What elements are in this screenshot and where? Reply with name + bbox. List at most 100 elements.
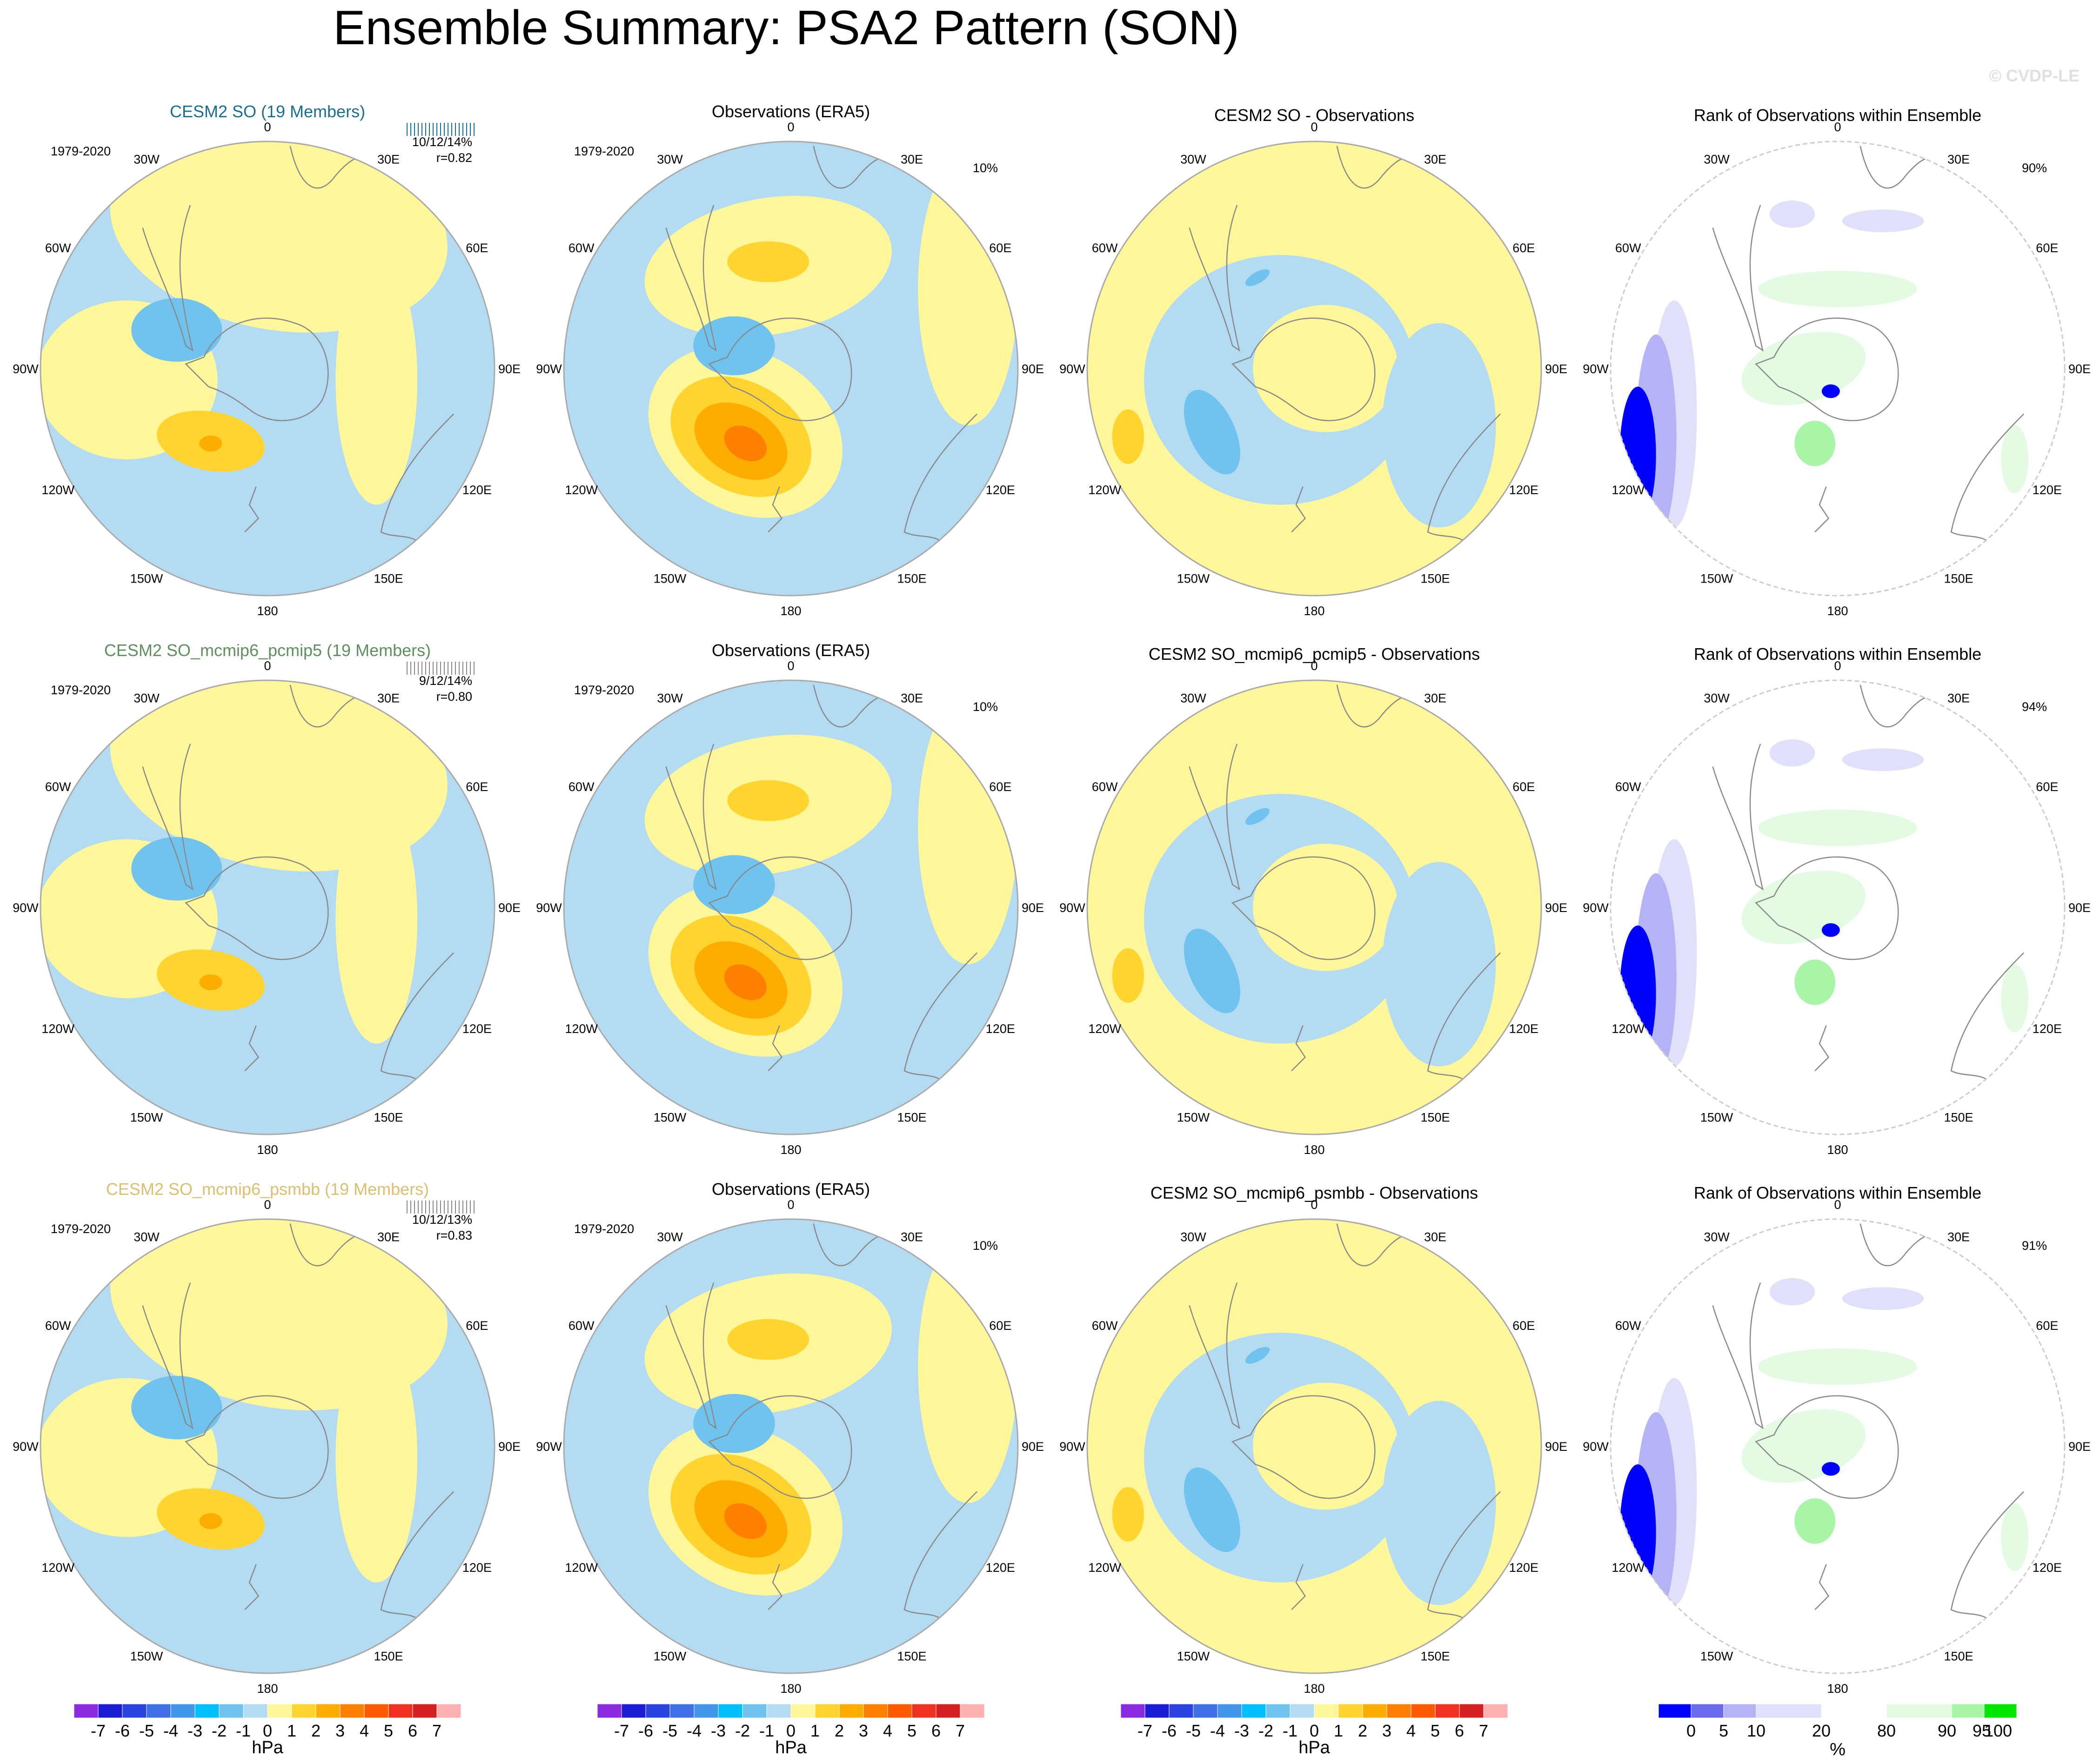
new-zealand-coastline bbox=[768, 1025, 783, 1072]
obs-field-contour bbox=[724, 964, 767, 1000]
colorbar-swatch bbox=[364, 1703, 389, 1718]
watermark: © CVDP-LE bbox=[1989, 66, 2080, 85]
rank-colorbar-tick-label: 100 bbox=[1984, 1721, 2012, 1740]
map-boundary bbox=[1086, 1218, 1542, 1674]
longitude-label: 0 bbox=[1834, 1198, 1841, 1212]
obs-field-contour bbox=[727, 241, 809, 282]
colorbar-tick-label: -4 bbox=[687, 1721, 702, 1740]
longitude-label: 60W bbox=[1092, 780, 1118, 794]
longitude-label: 90E bbox=[498, 1440, 521, 1454]
longitude-label: 120W bbox=[565, 483, 598, 497]
colorbar-swatch bbox=[1169, 1703, 1194, 1718]
diff-field-contour bbox=[1382, 323, 1496, 528]
ensemble-rank-ticks bbox=[407, 662, 475, 675]
obs-panel-title: Observations (ERA5) bbox=[712, 1180, 870, 1199]
south-america-coastline bbox=[142, 744, 194, 891]
model-field-contour bbox=[335, 1333, 418, 1583]
rank-panel-title: Rank of Observations within Ensemble bbox=[1694, 644, 1981, 664]
rank-region bbox=[1842, 1287, 1924, 1310]
rank-colorbar-tick-label: 80 bbox=[1877, 1721, 1896, 1740]
rank-region bbox=[1619, 387, 1656, 523]
diff-field-contour bbox=[1112, 409, 1144, 464]
longitude-label: 0 bbox=[1311, 659, 1318, 673]
figure-title: Ensemble Summary: PSA2 Pattern (SON) bbox=[333, 1, 1239, 55]
explained-variance: 10% bbox=[973, 700, 998, 714]
diff-field-contour bbox=[1245, 1347, 1270, 1364]
diff-field-contour bbox=[1245, 269, 1270, 286]
longitude-label: 120W bbox=[41, 1022, 74, 1036]
longitude-label: 0 bbox=[787, 1198, 794, 1212]
colorbar-swatch bbox=[340, 1703, 365, 1718]
new-zealand-coastline bbox=[244, 1025, 260, 1072]
longitude-label: 90W bbox=[13, 901, 39, 915]
longitude-label: 180 bbox=[780, 604, 801, 618]
colorbar-swatch bbox=[388, 1703, 413, 1718]
new-zealand-coastline bbox=[1814, 1025, 1830, 1072]
longitude-label: 30W bbox=[1704, 1230, 1730, 1244]
colorbar-tick-label: 2 bbox=[311, 1721, 321, 1740]
map-boundary bbox=[40, 679, 495, 1135]
colorbar-swatch bbox=[645, 1703, 670, 1718]
longitude-label: 120E bbox=[2033, 483, 2062, 497]
panel-diff-row2: 0 30E 60E 90E 120E 150E 180 150W 120W 90W 60W 30W CE… bbox=[1059, 644, 1567, 1157]
colorbar-swatch bbox=[863, 1703, 888, 1718]
new-zealand-coastline bbox=[1291, 1564, 1306, 1610]
colorbar-tick-label: 5 bbox=[1431, 1721, 1440, 1740]
longitude-label: 90W bbox=[1583, 901, 1609, 915]
colorbar-tick-label: -6 bbox=[115, 1721, 130, 1740]
obs-field-contour bbox=[727, 780, 809, 821]
colorbar-tick-label: -2 bbox=[1258, 1721, 1273, 1740]
colorbar-swatch bbox=[1120, 1703, 1145, 1718]
panel-obs-row2: 0 30E 60E 90E 120E 150E 180 150W 120W 90W 60W 30W Ob… bbox=[536, 641, 1044, 1157]
colorbar-swatch bbox=[194, 1703, 220, 1718]
longitude-label: 180 bbox=[1304, 604, 1324, 618]
longitude-label: 30E bbox=[901, 1230, 923, 1244]
colorbar-tick-label: 3 bbox=[335, 1721, 345, 1740]
longitude-label: 30W bbox=[1180, 691, 1206, 705]
colorbar-tick-label: -5 bbox=[1186, 1721, 1201, 1740]
antarctica-coastline bbox=[708, 317, 852, 422]
colorbar-tick-label: -7 bbox=[1137, 1721, 1152, 1740]
longitude-label: 90E bbox=[498, 362, 521, 376]
period-label: 1979-2020 bbox=[574, 683, 634, 697]
longitude-label: 120E bbox=[462, 1022, 492, 1036]
south-america-coastline bbox=[1189, 1282, 1240, 1429]
longitude-label: 120E bbox=[2033, 1561, 2062, 1575]
colorbar-tick-label: -3 bbox=[187, 1721, 202, 1740]
longitude-label: 120E bbox=[986, 1022, 1015, 1036]
colorbar-tick-label: -1 bbox=[236, 1721, 251, 1740]
rank-region bbox=[1842, 748, 1924, 771]
longitude-label: 120E bbox=[2033, 1022, 2062, 1036]
new-zealand-coastline bbox=[1291, 1025, 1306, 1072]
longitude-label: 30W bbox=[1704, 153, 1730, 167]
longitude-label: 90E bbox=[1545, 362, 1567, 376]
longitude-label: 90W bbox=[1059, 362, 1085, 376]
panel-rank-row2: 0 30E 60E 90E 120E 150E 180 150W 120W 90W 60W 30W Ra… bbox=[1583, 644, 2091, 1157]
diff-field-contour bbox=[1382, 1401, 1496, 1605]
longitude-label: 90W bbox=[1583, 1440, 1609, 1454]
longitude-label: 150W bbox=[1700, 1110, 1733, 1124]
longitude-label: 30E bbox=[1947, 153, 1970, 167]
colorbar-swatch bbox=[243, 1703, 268, 1718]
map-boundary bbox=[40, 141, 495, 597]
longitude-label: 120W bbox=[1088, 1561, 1121, 1575]
colorbar-tick-label: 2 bbox=[1358, 1721, 1367, 1740]
rank-colorbar-swatch bbox=[1691, 1703, 1724, 1718]
panel-model-row1: 0 30E 60E 90E 120E 150E 180 150W 120W 90W 60W 30W CE… bbox=[13, 102, 521, 618]
longitude-label: 60E bbox=[466, 780, 488, 794]
colorbar-swatch bbox=[936, 1703, 961, 1718]
colorbar-tick-label: 0 bbox=[1310, 1721, 1319, 1740]
rank-panel-title: Rank of Observations within Ensemble bbox=[1694, 106, 1981, 125]
longitude-label: 30E bbox=[901, 691, 923, 705]
colorbar-swatch bbox=[1241, 1703, 1266, 1718]
diff-field-contour bbox=[1184, 389, 1240, 475]
colorbar-tick-label: -6 bbox=[1162, 1721, 1177, 1740]
model-field-contour bbox=[335, 794, 418, 1044]
colorbar-swatch bbox=[1338, 1703, 1363, 1718]
longitude-label: 0 bbox=[264, 1198, 271, 1212]
pressure-colorbar-3: -7 -6 -5 -4 -3 -2 -1 0 1 2 3 4 5 6 7 hPa bbox=[1120, 1703, 1508, 1757]
south-america-coastline bbox=[142, 205, 194, 352]
colorbar-swatch bbox=[1314, 1703, 1339, 1718]
longitude-label: 150E bbox=[374, 1649, 403, 1663]
